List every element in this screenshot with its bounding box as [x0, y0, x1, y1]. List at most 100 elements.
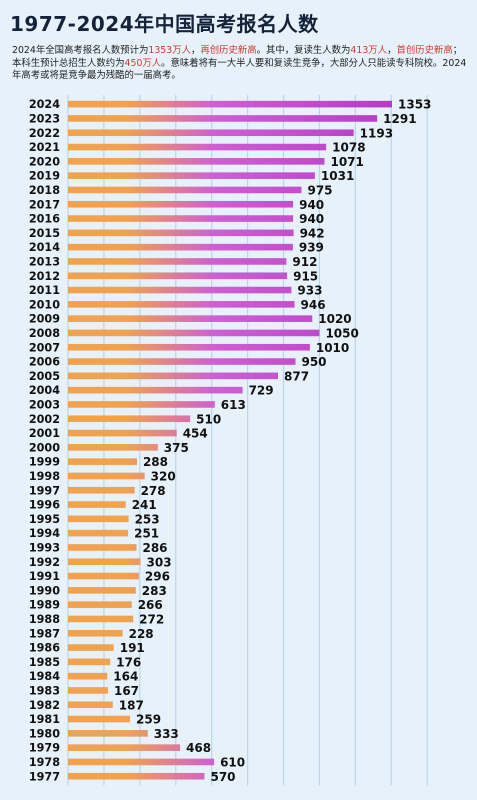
value-label: 176 — [116, 655, 141, 669]
year-label: 1990 — [29, 584, 60, 597]
year-label: 1981 — [29, 713, 60, 726]
year-label: 1998 — [29, 470, 60, 483]
bar — [68, 100, 392, 108]
value-label: 946 — [301, 298, 326, 312]
value-label: 278 — [141, 484, 166, 498]
value-label: 729 — [249, 384, 274, 398]
year-label: 2010 — [29, 298, 60, 311]
bar — [68, 644, 114, 651]
year-label: 1986 — [29, 642, 60, 655]
year-label: 1984 — [29, 670, 60, 683]
value-label: 1031 — [321, 169, 354, 183]
year-label: 1987 — [29, 627, 60, 640]
year-label: 1999 — [29, 456, 60, 469]
year-label: 2020 — [29, 155, 60, 168]
value-label: 228 — [129, 627, 154, 641]
value-label: 940 — [299, 198, 324, 212]
bar — [68, 286, 292, 294]
value-label: 939 — [299, 241, 324, 255]
value-label: 164 — [113, 670, 138, 684]
value-label: 1078 — [332, 141, 365, 155]
value-label: 303 — [147, 555, 172, 569]
value-label: 288 — [143, 455, 168, 469]
description-highlight: 首创历史新高 — [396, 45, 453, 56]
year-label: 2021 — [29, 141, 60, 154]
value-label: 1071 — [330, 155, 363, 169]
year-label: 1979 — [29, 742, 60, 755]
description-highlight: 450万人 — [124, 57, 162, 69]
bar — [68, 243, 293, 251]
bar — [68, 272, 288, 280]
value-label: 253 — [135, 512, 160, 526]
bar — [68, 372, 279, 380]
bar — [68, 358, 296, 365]
bar — [68, 444, 158, 451]
bar — [68, 315, 313, 322]
value-label: 975 — [307, 183, 332, 197]
description: 2024年全国高考报名人数预计为1353万人，再创历史新高。其中，复读生人数为4… — [12, 45, 468, 83]
bar — [68, 701, 113, 709]
year-label: 2015 — [29, 227, 60, 240]
bar — [68, 587, 136, 594]
year-label: 2005 — [29, 370, 60, 383]
bar — [68, 601, 132, 608]
year-label: 2009 — [29, 313, 60, 326]
description-text: 。意味着将有一大半人要和复读生竞争，大部分人只能读专科院校。2024年高考或将是… — [12, 57, 467, 82]
value-label: 942 — [300, 226, 325, 240]
year-label: 2001 — [29, 427, 60, 440]
page-title: 1977-2024年中国高考报名人数 — [10, 12, 319, 36]
bar — [68, 215, 294, 222]
bar — [68, 472, 145, 480]
year-label: 2019 — [29, 170, 60, 183]
bar — [68, 429, 177, 437]
bar — [68, 772, 205, 780]
year-label: 2006 — [29, 356, 60, 369]
description-text: 。其中，复读生人数为 — [256, 45, 351, 56]
bar — [68, 501, 126, 508]
value-label: 191 — [120, 641, 145, 655]
year-label: 2000 — [29, 441, 60, 454]
bar — [68, 343, 310, 351]
value-label: 296 — [145, 570, 170, 584]
year-label: 2013 — [29, 255, 60, 268]
bar — [68, 258, 287, 265]
bar — [68, 415, 191, 423]
value-label: 1353 — [398, 98, 431, 112]
value-label: 454 — [183, 427, 208, 441]
bar — [68, 544, 137, 551]
value-label: 933 — [297, 284, 322, 298]
bar — [68, 558, 141, 566]
bar — [68, 486, 135, 494]
year-label: 2016 — [29, 213, 60, 226]
value-label: 320 — [151, 469, 176, 483]
value-label: 251 — [134, 527, 159, 541]
bar — [68, 186, 302, 194]
value-label: 272 — [139, 612, 164, 626]
value-label: 266 — [138, 598, 163, 612]
bar — [68, 715, 131, 723]
value-label: 877 — [284, 369, 309, 383]
bar — [68, 200, 294, 208]
value-label: 375 — [164, 441, 189, 455]
year-label: 2024 — [29, 98, 60, 111]
value-label: 241 — [132, 498, 157, 512]
bar — [68, 615, 134, 623]
description-text: 2024年全国高考报名人数预计为 — [12, 45, 149, 56]
year-label: 1982 — [29, 699, 60, 712]
bar — [68, 515, 129, 523]
year-label: 2003 — [29, 398, 60, 411]
year-label: 2023 — [29, 112, 60, 125]
description-highlight: 1353万人 — [148, 45, 191, 56]
value-label: 259 — [136, 713, 161, 727]
bar — [68, 730, 148, 737]
description-text: ， — [190, 45, 201, 56]
value-label: 167 — [114, 684, 139, 698]
bar — [68, 658, 111, 666]
description-text: ， — [387, 45, 397, 56]
bar — [68, 529, 129, 537]
value-label: 187 — [119, 698, 144, 712]
bar — [68, 329, 320, 337]
bar — [68, 386, 243, 394]
value-label: 1010 — [316, 341, 349, 355]
